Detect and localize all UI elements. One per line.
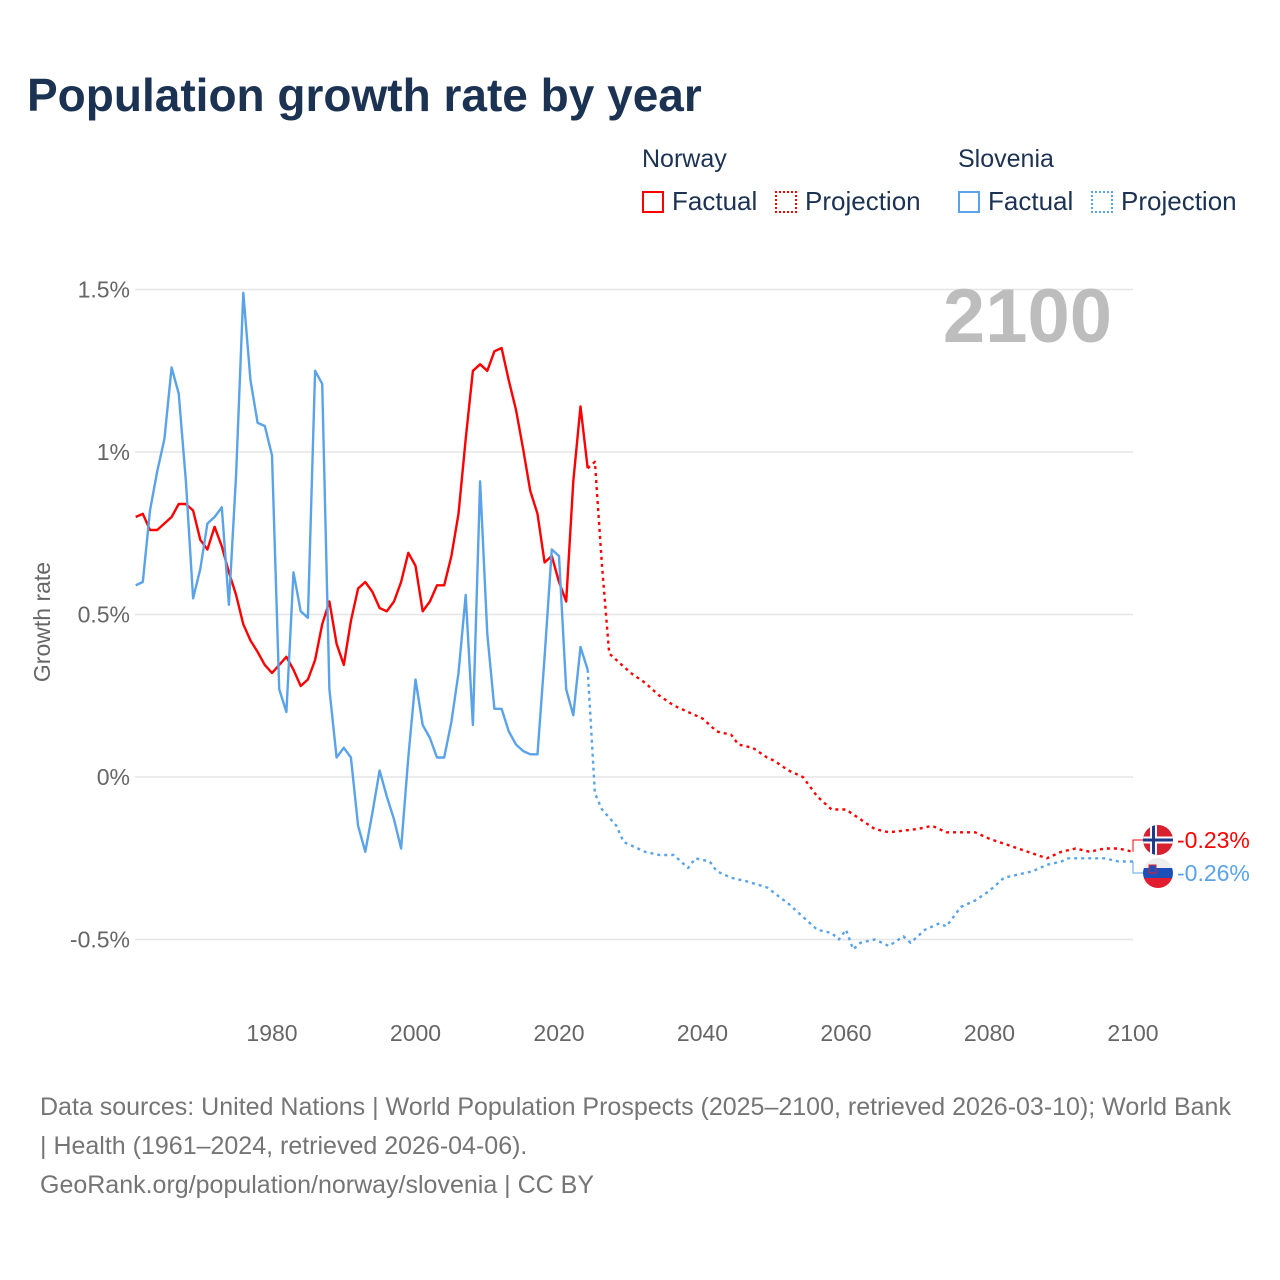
legend-slovenia-heading: Slovenia	[958, 145, 1054, 173]
norway-factual-line	[135, 346, 589, 688]
dotted-swatch-icon	[1091, 190, 1113, 213]
y-tick-label: 1.5%	[78, 277, 130, 303]
x-tick-label: 2100	[1107, 1020, 1158, 1046]
x-tick-label: 2040	[677, 1020, 728, 1046]
footer: Data sources: United Nations | World Pop…	[40, 1088, 1240, 1205]
norway-flag-icon	[1143, 825, 1173, 855]
legend-norway-projection[interactable]: Projection	[775, 186, 921, 217]
legend-label: Factual	[988, 186, 1074, 216]
data-sources: Data sources: United Nations | World Pop…	[40, 1093, 1231, 1160]
end-connector	[1132, 861, 1144, 874]
legend-slovenia-projection[interactable]: Projection	[1091, 186, 1237, 217]
solid-swatch-icon	[958, 190, 980, 213]
legend-label: Projection	[805, 186, 921, 216]
y-axis-label: Growth rate	[29, 562, 55, 682]
credit-link[interactable]: GeoRank.org/population/norway/slovenia |…	[40, 1171, 595, 1199]
dotted-swatch-icon	[775, 190, 797, 213]
norway-projection-line	[586, 460, 1134, 860]
legend-slovenia-factual[interactable]: Factual	[958, 186, 1073, 217]
chart-title: Population growth rate by year	[27, 69, 702, 121]
y-tick-label: 0%	[97, 764, 130, 790]
x-tick-label: 2080	[964, 1020, 1015, 1046]
slovenia-projection-line	[586, 669, 1133, 951]
y-tick-label: -0.5%	[70, 927, 130, 953]
legend-label: Factual	[672, 186, 758, 216]
end-value-label: -0.23%	[1177, 827, 1250, 853]
legend-norway-factual[interactable]: Factual	[642, 186, 757, 217]
year-display: 2100	[943, 274, 1112, 359]
x-tick-label: 2020	[533, 1020, 584, 1046]
y-tick-label: 0.5%	[78, 602, 130, 628]
solid-swatch-icon	[642, 190, 664, 213]
x-tick-label: 2060	[820, 1020, 871, 1046]
legend-norway-heading: Norway	[642, 145, 727, 173]
slovenia-factual-line	[135, 291, 589, 853]
legend-label: Projection	[1121, 186, 1237, 216]
x-tick-label: 2000	[390, 1020, 441, 1046]
end-value-label: -0.26%	[1177, 860, 1250, 886]
slovenia-flag-icon	[1143, 858, 1173, 888]
y-tick-label: 1%	[97, 439, 130, 465]
x-tick-label: 1980	[246, 1020, 297, 1046]
end-connector	[1132, 839, 1144, 852]
